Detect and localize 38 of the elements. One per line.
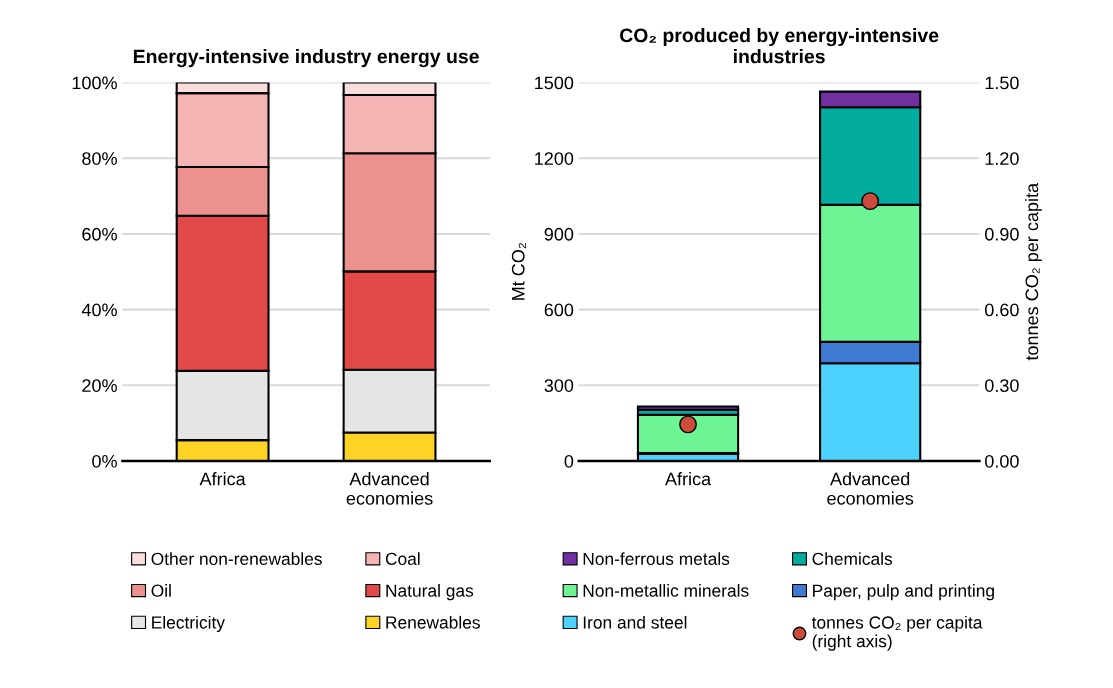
y-tick-label: 80% [82, 152, 117, 165]
legend-label: Coal [385, 552, 420, 566]
chart-title: Energy-intensive industry energy use [133, 49, 479, 68]
y2-tick-label: 0.00 [985, 454, 1019, 468]
y2-tick-label: 1.50 [985, 76, 1019, 90]
legend-label: Iron and steel [583, 615, 687, 629]
legend-label: Paper, pulp and printing [813, 584, 994, 601]
y-tick-label: 600 [544, 303, 574, 317]
legend-label: Renewables [386, 615, 480, 629]
legend-label: Other non-renewables [151, 552, 322, 566]
y-tick-label: 0 [564, 454, 574, 468]
y2-tick-label: 0.30 [985, 379, 1019, 392]
legend-label: Electricity [152, 615, 225, 633]
legend-label: Natural gas [386, 584, 474, 601]
y-tick-label: 300 [544, 379, 574, 392]
legend-label: tonnes CO₂ per capita (right axis) [811, 615, 983, 651]
x-tick-label: Africa [665, 472, 712, 486]
chart-title: CO₂ produced by energy-intensive industries [620, 28, 939, 64]
y-tick-label: 20% [82, 379, 117, 392]
legend-label: Oil [151, 584, 171, 597]
legend-label: Non-metallic minerals [583, 584, 749, 597]
x-tick-label: Africa [199, 472, 246, 486]
y-tick-label: 40% [81, 303, 117, 317]
y-tick-label: 0% [92, 454, 117, 468]
y2-tick-label: 0.60 [985, 303, 1019, 317]
y-tick-label: 100% [72, 76, 117, 90]
y2-tick-label: 0.90 [985, 227, 1019, 241]
legend-label: Non-ferrous metals [583, 552, 730, 566]
y-axis-title: Mt CO₂ [511, 243, 526, 300]
x-tick-label: Advanced economies [827, 472, 914, 505]
legend-label: Chemicals [812, 552, 893, 566]
y2-axis-title: tonnes CO₂ per capita [1024, 182, 1042, 361]
y-tick-label: 1500 [535, 76, 574, 90]
x-tick-label: Advanced economies [346, 472, 433, 505]
y-tick-label: 60% [82, 227, 117, 241]
y-tick-label: 1200 [535, 152, 574, 165]
y2-tick-label: 1.20 [985, 152, 1019, 165]
y-tick-label: 900 [544, 227, 574, 241]
